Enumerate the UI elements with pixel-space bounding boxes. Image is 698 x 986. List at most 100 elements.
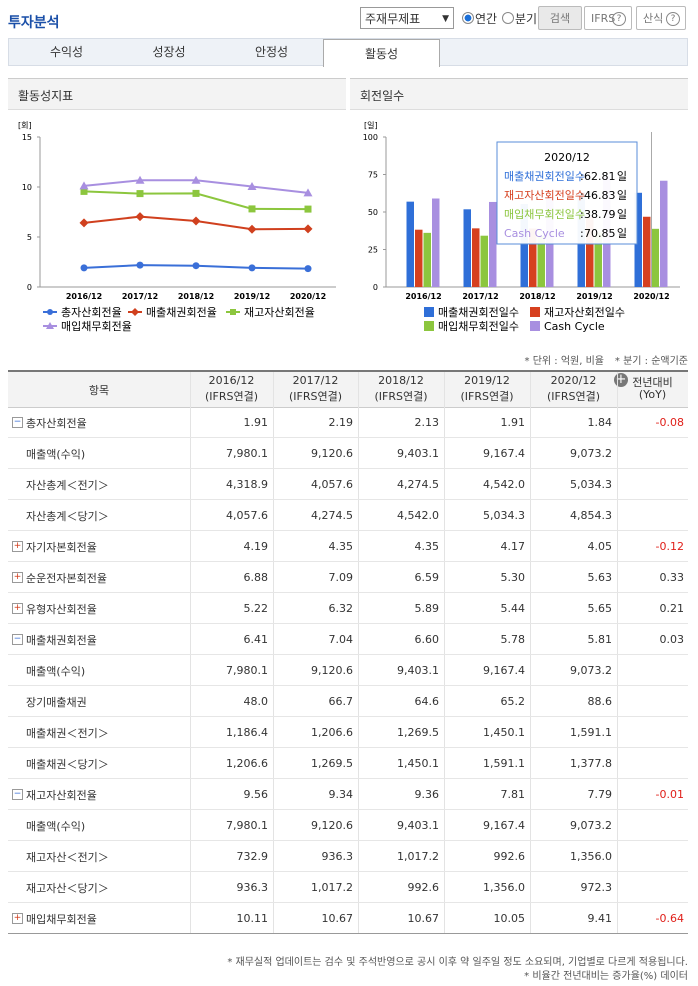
y-tick-label: 15 bbox=[22, 133, 32, 142]
cell: 5.78 bbox=[500, 633, 526, 646]
marker bbox=[247, 182, 257, 190]
bar bbox=[480, 235, 488, 287]
bar bbox=[586, 216, 594, 287]
bar bbox=[423, 232, 431, 287]
select[interactable]: 주재무제표 ▼ bbox=[360, 7, 454, 29]
column-header: (YoY) bbox=[638, 388, 667, 401]
bar bbox=[643, 216, 651, 287]
cell: 1,450.1 bbox=[483, 726, 525, 739]
marker bbox=[79, 218, 89, 228]
marker bbox=[135, 175, 145, 184]
cell: 5.22 bbox=[243, 602, 269, 615]
marker bbox=[230, 309, 236, 315]
y-tick-label: 50 bbox=[368, 208, 378, 217]
x-tick-label: 2017/12 bbox=[462, 292, 498, 301]
cell: 732.9 bbox=[236, 850, 269, 863]
column-header: 2017/12 bbox=[292, 374, 339, 387]
table-top-border bbox=[8, 370, 688, 372]
panel-header bbox=[8, 78, 346, 110]
charts: [회] 0 5 10 15 2016/12 2017/12 2018/12 2019/12 202… bbox=[18, 121, 680, 333]
cell: 9.56 bbox=[243, 788, 269, 801]
expand-icon[interactable]: − bbox=[12, 417, 23, 428]
cell: 1,591.1 bbox=[570, 726, 612, 739]
cell: 1.91 bbox=[243, 416, 269, 429]
tab[interactable]: 성장성 bbox=[152, 45, 186, 59]
bar bbox=[472, 228, 480, 287]
row-border bbox=[8, 561, 688, 562]
row-label: 매출액(수익) bbox=[26, 820, 86, 833]
cell: 9.41 bbox=[587, 912, 613, 925]
button[interactable]: 산식? bbox=[636, 6, 686, 30]
button[interactable]: 검색 bbox=[538, 6, 582, 30]
axis-unit: [회] bbox=[18, 121, 32, 130]
cell: 6.59 bbox=[414, 571, 440, 584]
row-border bbox=[8, 778, 688, 779]
marker bbox=[303, 224, 313, 234]
col-divider bbox=[358, 372, 359, 934]
row-label: 매출액(수익) bbox=[26, 448, 86, 461]
marker bbox=[248, 264, 256, 272]
marker bbox=[304, 265, 312, 273]
x-tick-label: 2019/12 bbox=[234, 292, 270, 301]
column-header: (IFRS연결) bbox=[288, 390, 343, 403]
unit-note: * 단위 : 억원, 비율 bbox=[524, 356, 604, 367]
cell: 5.81 bbox=[587, 633, 613, 646]
x-tick-label: 2019/12 bbox=[576, 292, 612, 301]
table-bottom bbox=[8, 933, 688, 934]
cell: 4,057.6 bbox=[311, 478, 353, 491]
row-label: 순운전자본회전율 bbox=[26, 572, 107, 585]
bar bbox=[489, 201, 497, 287]
cell: 4,318.9 bbox=[226, 478, 268, 491]
cell: 1,017.2 bbox=[311, 881, 353, 894]
expand-icon[interactable]: − bbox=[12, 789, 23, 800]
marker bbox=[304, 205, 312, 213]
marker bbox=[192, 189, 200, 197]
cell: 9,167.4 bbox=[483, 819, 525, 832]
expand-icon[interactable]: + bbox=[12, 913, 23, 924]
expand-icon[interactable]: + bbox=[12, 572, 23, 583]
column-header: 항목 bbox=[88, 384, 110, 397]
col-divider bbox=[273, 372, 274, 934]
cell: 1,186.4 bbox=[226, 726, 268, 739]
tooltip-colon: : bbox=[580, 170, 584, 183]
row-label: 재고자산회전율 bbox=[26, 789, 97, 802]
row-border bbox=[8, 809, 688, 810]
cell: 992.6 bbox=[407, 881, 440, 894]
row-label: 매출채권＜당기＞ bbox=[26, 758, 109, 771]
tab[interactable]: 수익성 bbox=[49, 45, 84, 59]
cell: 1,377.8 bbox=[570, 757, 612, 770]
col-divider bbox=[190, 372, 191, 934]
tab[interactable]: 안정성 bbox=[254, 45, 289, 59]
tooltip-unit: 일 bbox=[617, 226, 627, 240]
help-icon: ? bbox=[666, 12, 680, 26]
radio[interactable] bbox=[462, 12, 474, 24]
tab[interactable]: 활동성 bbox=[323, 39, 440, 67]
expand-icon[interactable]: + bbox=[12, 603, 23, 614]
cell: 4,542.0 bbox=[397, 509, 439, 522]
marker bbox=[136, 190, 144, 198]
marker bbox=[191, 216, 201, 226]
cell: 4,274.5 bbox=[311, 509, 353, 522]
bar bbox=[463, 209, 471, 287]
row-border bbox=[8, 437, 688, 438]
column-header: 2020/12 bbox=[550, 374, 597, 387]
radio-label: 연간 bbox=[475, 12, 498, 26]
column-header: 전년대비 bbox=[632, 376, 673, 389]
x-tick-label: 2016/12 bbox=[66, 292, 102, 301]
cell: 9,403.1 bbox=[397, 819, 439, 832]
row-label: 재고자산＜전기＞ bbox=[26, 851, 109, 864]
column-header: (IFRS연결) bbox=[546, 390, 601, 403]
panel-header bbox=[350, 78, 688, 110]
y-tick-label: 100 bbox=[363, 133, 378, 142]
legend-label: 매입채무회전일수 bbox=[438, 319, 519, 333]
cell: 9,167.4 bbox=[483, 447, 525, 460]
expand-icon[interactable]: + bbox=[12, 541, 23, 552]
tooltip-name: 매출채권회전일수 bbox=[504, 169, 585, 183]
cell-yoy: -0.64 bbox=[655, 912, 684, 925]
expand-icon[interactable]: − bbox=[12, 634, 23, 645]
radio[interactable] bbox=[502, 12, 514, 24]
cell: 5.63 bbox=[587, 571, 613, 584]
row-border bbox=[8, 902, 688, 903]
button[interactable]: IFRS? bbox=[584, 6, 632, 30]
